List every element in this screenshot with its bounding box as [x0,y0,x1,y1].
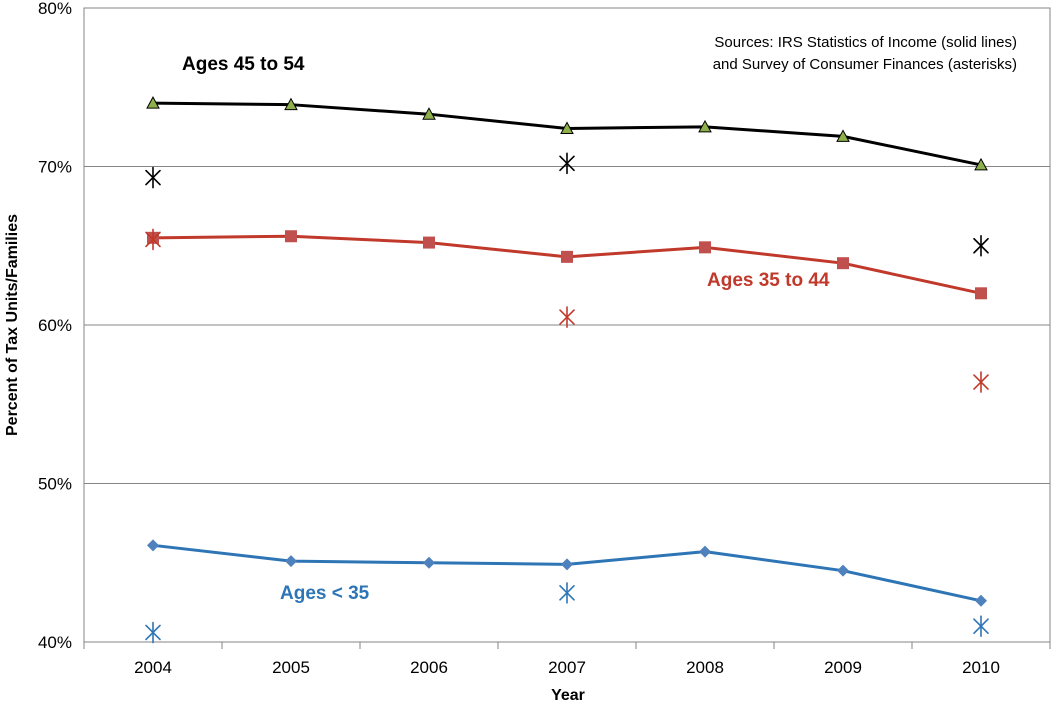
survey-asterisk [559,306,575,328]
series-label-ages-45-54: Ages 45 to 54 [182,54,305,75]
data-point [146,96,160,109]
data-point [423,236,435,249]
data-point [698,119,712,133]
survey-asterisks [145,152,989,644]
data-point [561,250,573,263]
data-point [147,539,159,552]
data-point [422,107,436,120]
data-point [560,121,574,134]
x-tick-label: 2010 [962,658,1000,677]
data-point [975,287,987,300]
data-point [837,564,849,577]
source-note-line-2: and Survey of Consumer Finances (asteris… [713,56,1017,73]
survey-asterisk [145,166,161,189]
x-tick-label: 2008 [686,658,724,677]
data-point [423,556,435,569]
data-point [975,594,987,607]
data-point [561,558,573,571]
survey-asterisk [559,582,575,604]
y-tick-label: 50% [38,475,72,494]
y-tick-label: 60% [38,316,72,335]
survey-asterisk [145,621,161,644]
series-markers [146,96,988,607]
x-tick-label: 2007 [548,658,586,677]
y-axis: 40% 50% 60% 70% 80% [38,0,72,652]
survey-asterisk [559,152,575,175]
survey-asterisk [973,615,989,637]
data-point [699,241,711,254]
x-tick-label: 2005 [272,658,310,677]
data-point [974,157,988,171]
survey-asterisk [973,371,989,393]
x-tick-label: 2006 [410,658,448,677]
x-axis: 2004 2005 2006 2007 2008 2009 2010 [83,642,1051,677]
y-tick-label: 80% [38,0,72,18]
survey-asterisk [973,234,989,257]
series-label-ages-under-35: Ages < 35 [280,583,370,604]
x-tick-label: 2009 [824,658,862,677]
source-note-line-1: Sources: IRS Statistics of Income (solid… [714,34,1017,51]
data-point [837,257,849,270]
x-tick-label: 2004 [134,658,172,677]
data-point [285,555,297,568]
y-tick-label: 40% [38,633,72,652]
data-point [285,230,297,243]
y-axis-title: Percent of Tax Units/Families [4,214,21,436]
survey-asterisk [145,228,161,251]
series-label-ages-35-44: Ages 35 to 44 [707,270,830,291]
y-tick-label: 70% [38,158,72,177]
data-point [284,97,298,111]
data-point [699,545,711,558]
x-axis-title: Year [551,687,585,703]
data-point [836,129,850,142]
